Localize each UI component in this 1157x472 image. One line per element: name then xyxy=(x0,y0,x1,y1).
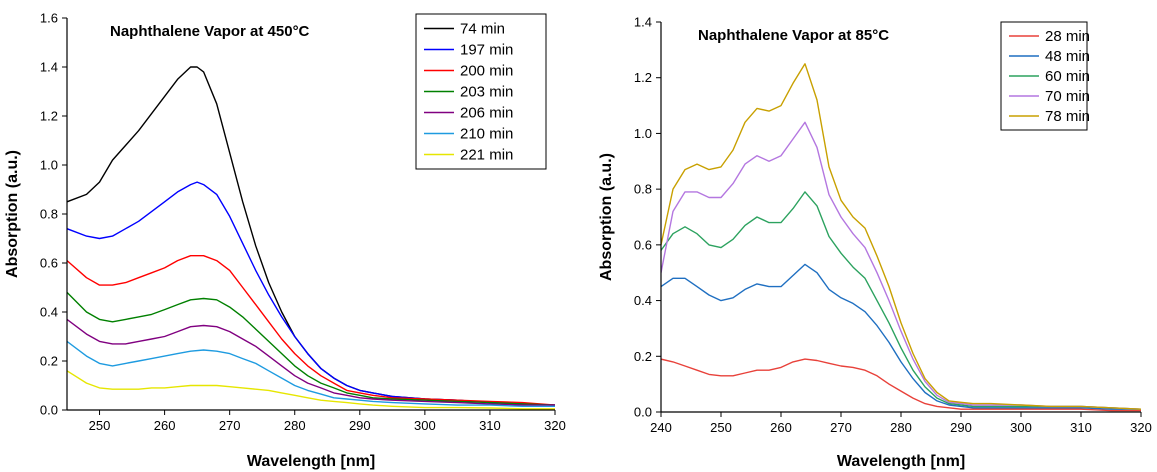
y-tick-label: 0.0 xyxy=(40,403,58,418)
series-line xyxy=(661,358,1141,412)
x-tick-label: 290 xyxy=(349,418,371,433)
x-tick-label: 250 xyxy=(89,418,111,433)
series-line xyxy=(67,370,555,410)
x-tick-label: 320 xyxy=(544,418,566,433)
x-tick-label: 280 xyxy=(284,418,306,433)
y-tick-label: 0.2 xyxy=(634,349,652,364)
x-tick-label: 300 xyxy=(414,418,436,433)
legend-label: 28 min xyxy=(1045,28,1090,45)
series-line xyxy=(67,340,555,407)
x-tick-label: 270 xyxy=(830,420,852,435)
series-line xyxy=(67,255,555,406)
x-tick-label: 310 xyxy=(479,418,501,433)
chart-title: Naphthalene Vapor at 450°C xyxy=(110,23,310,40)
x-tick-label: 290 xyxy=(950,420,972,435)
legend-label: 48 min xyxy=(1045,48,1090,65)
series-line xyxy=(67,181,555,406)
x-axis-title: Wavelength [nm] xyxy=(837,453,965,470)
series-line xyxy=(67,318,555,406)
legend-label: 206 min xyxy=(460,105,513,122)
series-line xyxy=(661,121,1141,410)
x-tick-label: 260 xyxy=(770,420,792,435)
y-tick-label: 0.4 xyxy=(40,305,58,320)
legend-label: 60 min xyxy=(1045,68,1090,85)
y-tick-label: 1.6 xyxy=(40,11,58,26)
x-tick-label: 240 xyxy=(650,420,672,435)
y-tick-label: 0.4 xyxy=(634,293,652,308)
y-tick-label: 1.0 xyxy=(40,158,58,173)
legend-label: 70 min xyxy=(1045,88,1090,105)
series-group xyxy=(67,66,555,410)
chart-naphthalene-85c: 240 250 260 270 280 290 300 310 320 0.0 0.2 0.4 0.6 0… xyxy=(598,15,1152,471)
x-tick-label: 280 xyxy=(890,420,912,435)
series-line xyxy=(661,263,1141,410)
x-tick-label: 270 xyxy=(219,418,241,433)
chart-title: Naphthalene Vapor at 85°C xyxy=(698,27,889,44)
legend-label: 74 min xyxy=(460,21,505,38)
series-line xyxy=(67,291,555,406)
series-line xyxy=(661,191,1141,410)
x-tick-label: 260 xyxy=(154,418,176,433)
y-tick-label: 0.2 xyxy=(40,354,58,369)
legend: 74 min 197 min 200 min 203 min 206 min 210 mi… xyxy=(415,13,547,170)
legend-label: 221 min xyxy=(460,147,513,164)
legend-label: 78 min xyxy=(1045,108,1090,125)
legend-label: 203 min xyxy=(460,84,513,101)
y-axis-title: Absorption (a.u.) xyxy=(598,153,615,281)
x-tick-label: 300 xyxy=(1010,420,1032,435)
y-tick-label: 1.2 xyxy=(40,109,58,124)
legend: 28 min 48 min 60 min 70 min 78 min xyxy=(1000,21,1090,131)
x-axis-title: Wavelength [nm] xyxy=(247,453,375,470)
series-line xyxy=(661,63,1141,410)
y-tick-label: 1.0 xyxy=(634,126,652,141)
y-tick-label: 0.6 xyxy=(634,237,652,252)
legend-label: 200 min xyxy=(460,63,513,80)
y-tick-label: 0.0 xyxy=(634,405,652,420)
series-group xyxy=(661,63,1141,412)
y-tick-label: 1.4 xyxy=(40,60,58,75)
x-tick-label: 250 xyxy=(710,420,732,435)
y-tick-label: 0.8 xyxy=(40,207,58,222)
x-tick-label: 310 xyxy=(1070,420,1092,435)
y-tick-label: 0.8 xyxy=(634,182,652,197)
y-tick-label: 0.6 xyxy=(40,256,58,271)
y-tick-label: 1.2 xyxy=(634,70,652,85)
legend-label: 210 min xyxy=(460,126,513,143)
chart-naphthalene-450c: 250 260 270 280 290 300 310 320 0.0 0.2 0.4 0.6 0.8 1… xyxy=(4,11,566,471)
y-tick-label: 1.4 xyxy=(634,15,652,30)
x-tick-label: 320 xyxy=(1130,420,1152,435)
legend-label: 197 min xyxy=(460,42,513,59)
y-axis-title: Absorption (a.u.) xyxy=(4,150,21,278)
